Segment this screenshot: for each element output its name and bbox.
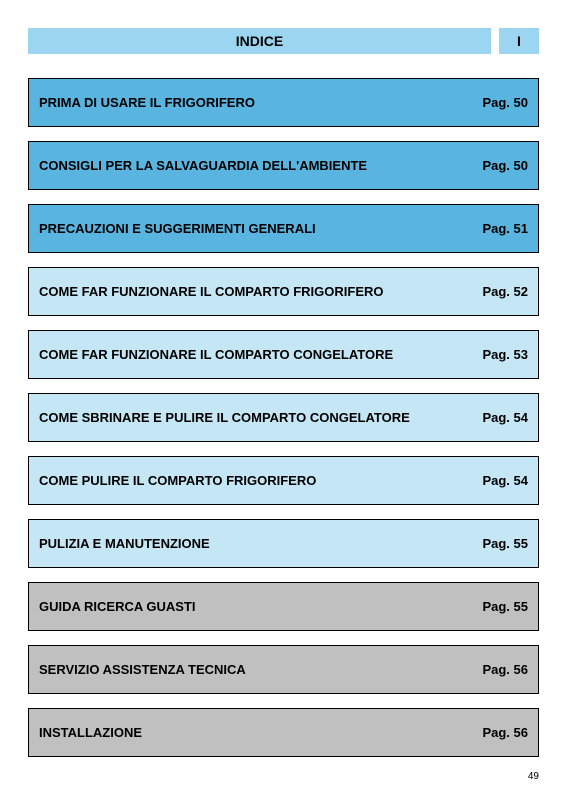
toc-entry-page: Pag. 56 (482, 725, 528, 740)
toc-entry: SERVIZIO ASSISTENZA TECNICA Pag. 56 (28, 645, 539, 694)
language-badge: I (499, 28, 539, 54)
toc-entries: PRIMA DI USARE IL FRIGORIFERO Pag. 50 CONS… (28, 78, 539, 757)
toc-entry-page: Pag. 50 (482, 158, 528, 173)
toc-entry-page: Pag. 56 (482, 662, 528, 677)
toc-entry-label: GUIDA RICERCA GUASTI (39, 599, 195, 614)
toc-entry: PULIZIA E MANUTENZIONE Pag. 55 (28, 519, 539, 568)
toc-entry: COME FAR FUNZIONARE IL COMPARTO FRIGORIF… (28, 267, 539, 316)
toc-entry-page: Pag. 54 (482, 473, 528, 488)
toc-entry: PRIMA DI USARE IL FRIGORIFERO Pag. 50 (28, 78, 539, 127)
toc-entry-label: CONSIGLI PER LA SALVAGUARDIA DELL'AMBIEN… (39, 158, 367, 173)
toc-entry-page: Pag. 53 (482, 347, 528, 362)
toc-entry-label: COME FAR FUNZIONARE IL COMPARTO FRIGORIF… (39, 284, 384, 299)
index-title: INDICE (28, 28, 491, 54)
toc-entry: GUIDA RICERCA GUASTI Pag. 55 (28, 582, 539, 631)
toc-entry-label: COME SBRINARE E PULIRE IL COMPARTO CONGE… (39, 410, 410, 425)
toc-entry: COME SBRINARE E PULIRE IL COMPARTO CONGE… (28, 393, 539, 442)
toc-entry-page: Pag. 52 (482, 284, 528, 299)
toc-entry: COME PULIRE IL COMPARTO FRIGORIFERO Pag. … (28, 456, 539, 505)
toc-entry-page: Pag. 55 (482, 536, 528, 551)
toc-entry-page: Pag. 54 (482, 410, 528, 425)
toc-entry: INSTALLAZIONE Pag. 56 (28, 708, 539, 757)
toc-entry-page: Pag. 55 (482, 599, 528, 614)
toc-entry-label: COME FAR FUNZIONARE IL COMPARTO CONGELAT… (39, 347, 393, 362)
page: INDICE I PRIMA DI USARE IL FRIGORIFERO Pa… (0, 0, 567, 800)
toc-entry-label: PULIZIA E MANUTENZIONE (39, 536, 210, 551)
page-number: 49 (528, 771, 539, 782)
header-row: INDICE I (28, 28, 539, 54)
toc-entry-page: Pag. 51 (482, 221, 528, 236)
toc-entry: COME FAR FUNZIONARE IL COMPARTO CONGELAT… (28, 330, 539, 379)
toc-entry-label: PRIMA DI USARE IL FRIGORIFERO (39, 95, 255, 110)
toc-entry-label: INSTALLAZIONE (39, 725, 142, 740)
toc-entry: CONSIGLI PER LA SALVAGUARDIA DELL'AMBIEN… (28, 141, 539, 190)
toc-entry-page: Pag. 50 (482, 95, 528, 110)
toc-entry-label: SERVIZIO ASSISTENZA TECNICA (39, 662, 246, 677)
toc-entry-label: COME PULIRE IL COMPARTO FRIGORIFERO (39, 473, 316, 488)
toc-entry: PRECAUZIONI E SUGGERIMENTI GENERALI Pag. … (28, 204, 539, 253)
toc-entry-label: PRECAUZIONI E SUGGERIMENTI GENERALI (39, 221, 316, 236)
